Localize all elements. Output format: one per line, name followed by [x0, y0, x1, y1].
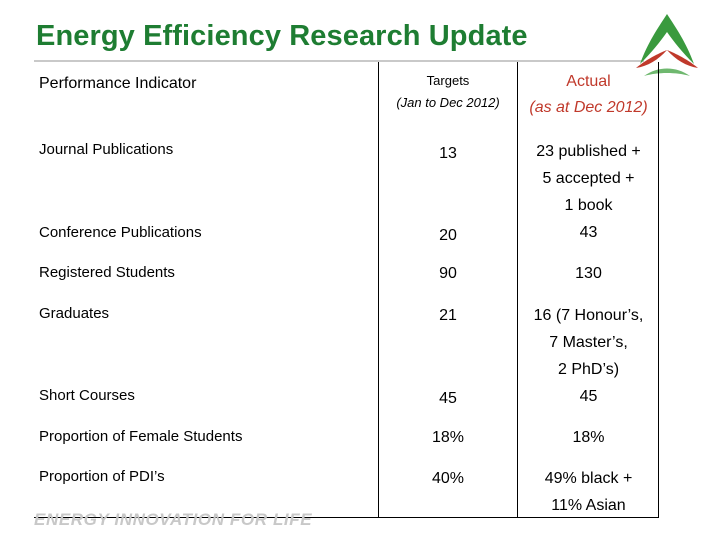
actual-line: 16 (7 Honour’s, [533, 307, 644, 324]
row-indicator-journal-publications: Journal Publications [39, 141, 174, 158]
row-indicator-graduates: Graduates [39, 305, 110, 322]
header-targets: Targets (Jan to Dec 2012) [379, 70, 517, 114]
header-performance-indicator: Performance Indicator [39, 75, 197, 92]
row-target-graduates: 21 [439, 307, 457, 324]
table-right-border [658, 62, 659, 518]
title-underline [34, 60, 644, 62]
column-divider-actual [517, 62, 518, 518]
row-actual-proportion-pdis: 49% black + 11% Asian [518, 465, 659, 519]
row-indicator-proportion-pdis: Proportion of PDI’s [39, 468, 165, 485]
row-indicator-conference-publications: Conference Publications [39, 224, 202, 241]
actual-line: 11% Asian [551, 497, 626, 514]
actual-line: 49% black + [544, 470, 633, 487]
actual-line: 7 Master’s, [549, 334, 628, 351]
actual-line: 23 published + [536, 143, 641, 160]
row-indicator-registered-students: Registered Students [39, 264, 175, 281]
row-indicator-proportion-female-students: Proportion of Female Students [39, 428, 243, 445]
footer-slogan: ENERGY INNOVATION FOR LIFE [34, 510, 313, 529]
header-actual-line1: Actual [566, 73, 611, 90]
header-targets-line2: (Jan to Dec 2012) [396, 95, 500, 110]
row-indicator-short-courses: Short Courses [39, 387, 135, 404]
column-divider-targets [378, 62, 379, 518]
row-actual-graduates: 16 (7 Honour’s, 7 Master’s, 2 PhD’s) [518, 302, 659, 383]
row-target-registered-students: 90 [439, 265, 457, 282]
row-actual-journal-publications: 23 published + 5 accepted + 1 book [518, 138, 659, 219]
row-target-proportion-female-students: 18% [431, 429, 465, 446]
table-bottom-border [34, 517, 659, 518]
row-actual-short-courses: 45 [579, 388, 598, 405]
row-actual-proportion-female-students: 18% [572, 429, 605, 446]
university-logo-icon [636, 14, 698, 76]
header-actual-line2: (as at Dec 2012) [529, 99, 648, 116]
slide-title: Energy Efficiency Research Update [36, 20, 528, 52]
row-actual-registered-students: 130 [575, 265, 602, 282]
actual-line: 5 accepted + [542, 170, 635, 187]
actual-line: 2 PhD’s) [557, 361, 620, 378]
row-target-short-courses: 45 [439, 390, 457, 407]
performance-table: Performance Indicator Targets (Jan to De… [34, 62, 659, 518]
header-actual: Actual (as at Dec 2012) [518, 69, 659, 121]
row-target-proportion-pdis: 40% [431, 470, 465, 487]
row-target-conference-publications: 20 [439, 227, 457, 244]
row-target-journal-publications: 13 [439, 145, 457, 162]
row-actual-conference-publications: 43 [579, 224, 598, 241]
header-targets-line1: Targets [426, 73, 470, 88]
actual-line: 1 book [564, 197, 613, 214]
